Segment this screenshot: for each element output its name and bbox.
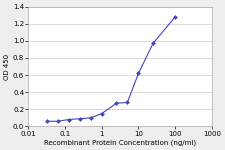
Y-axis label: OD 450: OD 450 [4,53,10,80]
X-axis label: Recombinant Protein Concentration (ng/ml): Recombinant Protein Concentration (ng/ml… [44,139,196,146]
